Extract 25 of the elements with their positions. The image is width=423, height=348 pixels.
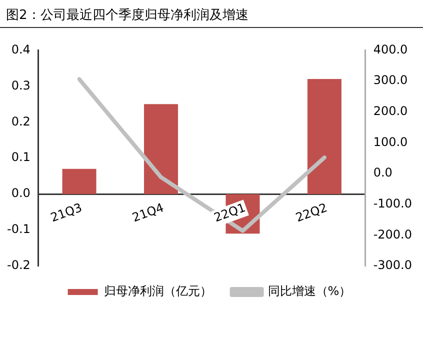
y-tick-label: 0.0	[11, 186, 30, 200]
x-tick-label: 21Q3	[48, 200, 84, 225]
y2-tick-label: 0.0	[373, 166, 392, 180]
x-tick-label: 21Q4	[130, 200, 166, 225]
y2-tick-label: 300.0	[373, 73, 408, 88]
bar	[307, 78, 342, 194]
y-tick-label: 0.4	[11, 42, 30, 56]
bar	[144, 104, 178, 194]
y-tick-label: 0.2	[11, 114, 30, 128]
y-tick-label: -0.2	[6, 258, 30, 272]
y-tick-label: -0.1	[6, 222, 30, 236]
y2-tick-label: -300.0	[373, 258, 412, 272]
y2-tick-label: 400.0	[373, 42, 408, 56]
y2-tick-label: -200.0	[373, 227, 412, 242]
y2-tick-label: 100.0	[373, 134, 408, 149]
y2-tick-label: 200.0	[373, 104, 408, 118]
x-tick-label: 22Q2	[294, 200, 330, 225]
y2-tick-label: -100.0	[373, 196, 412, 210]
x-tick-label: 22Q1	[212, 200, 248, 225]
chart-title: 图2：公司最近四个季度归母净利润及增速	[6, 7, 248, 24]
y-tick-label: 0.1	[11, 150, 30, 164]
legend-label: 归母净利润（亿元）	[104, 284, 212, 298]
y-tick-label: 0.3	[11, 78, 30, 92]
legend-label: 同比增速（%）	[268, 284, 352, 298]
bar	[62, 168, 96, 194]
